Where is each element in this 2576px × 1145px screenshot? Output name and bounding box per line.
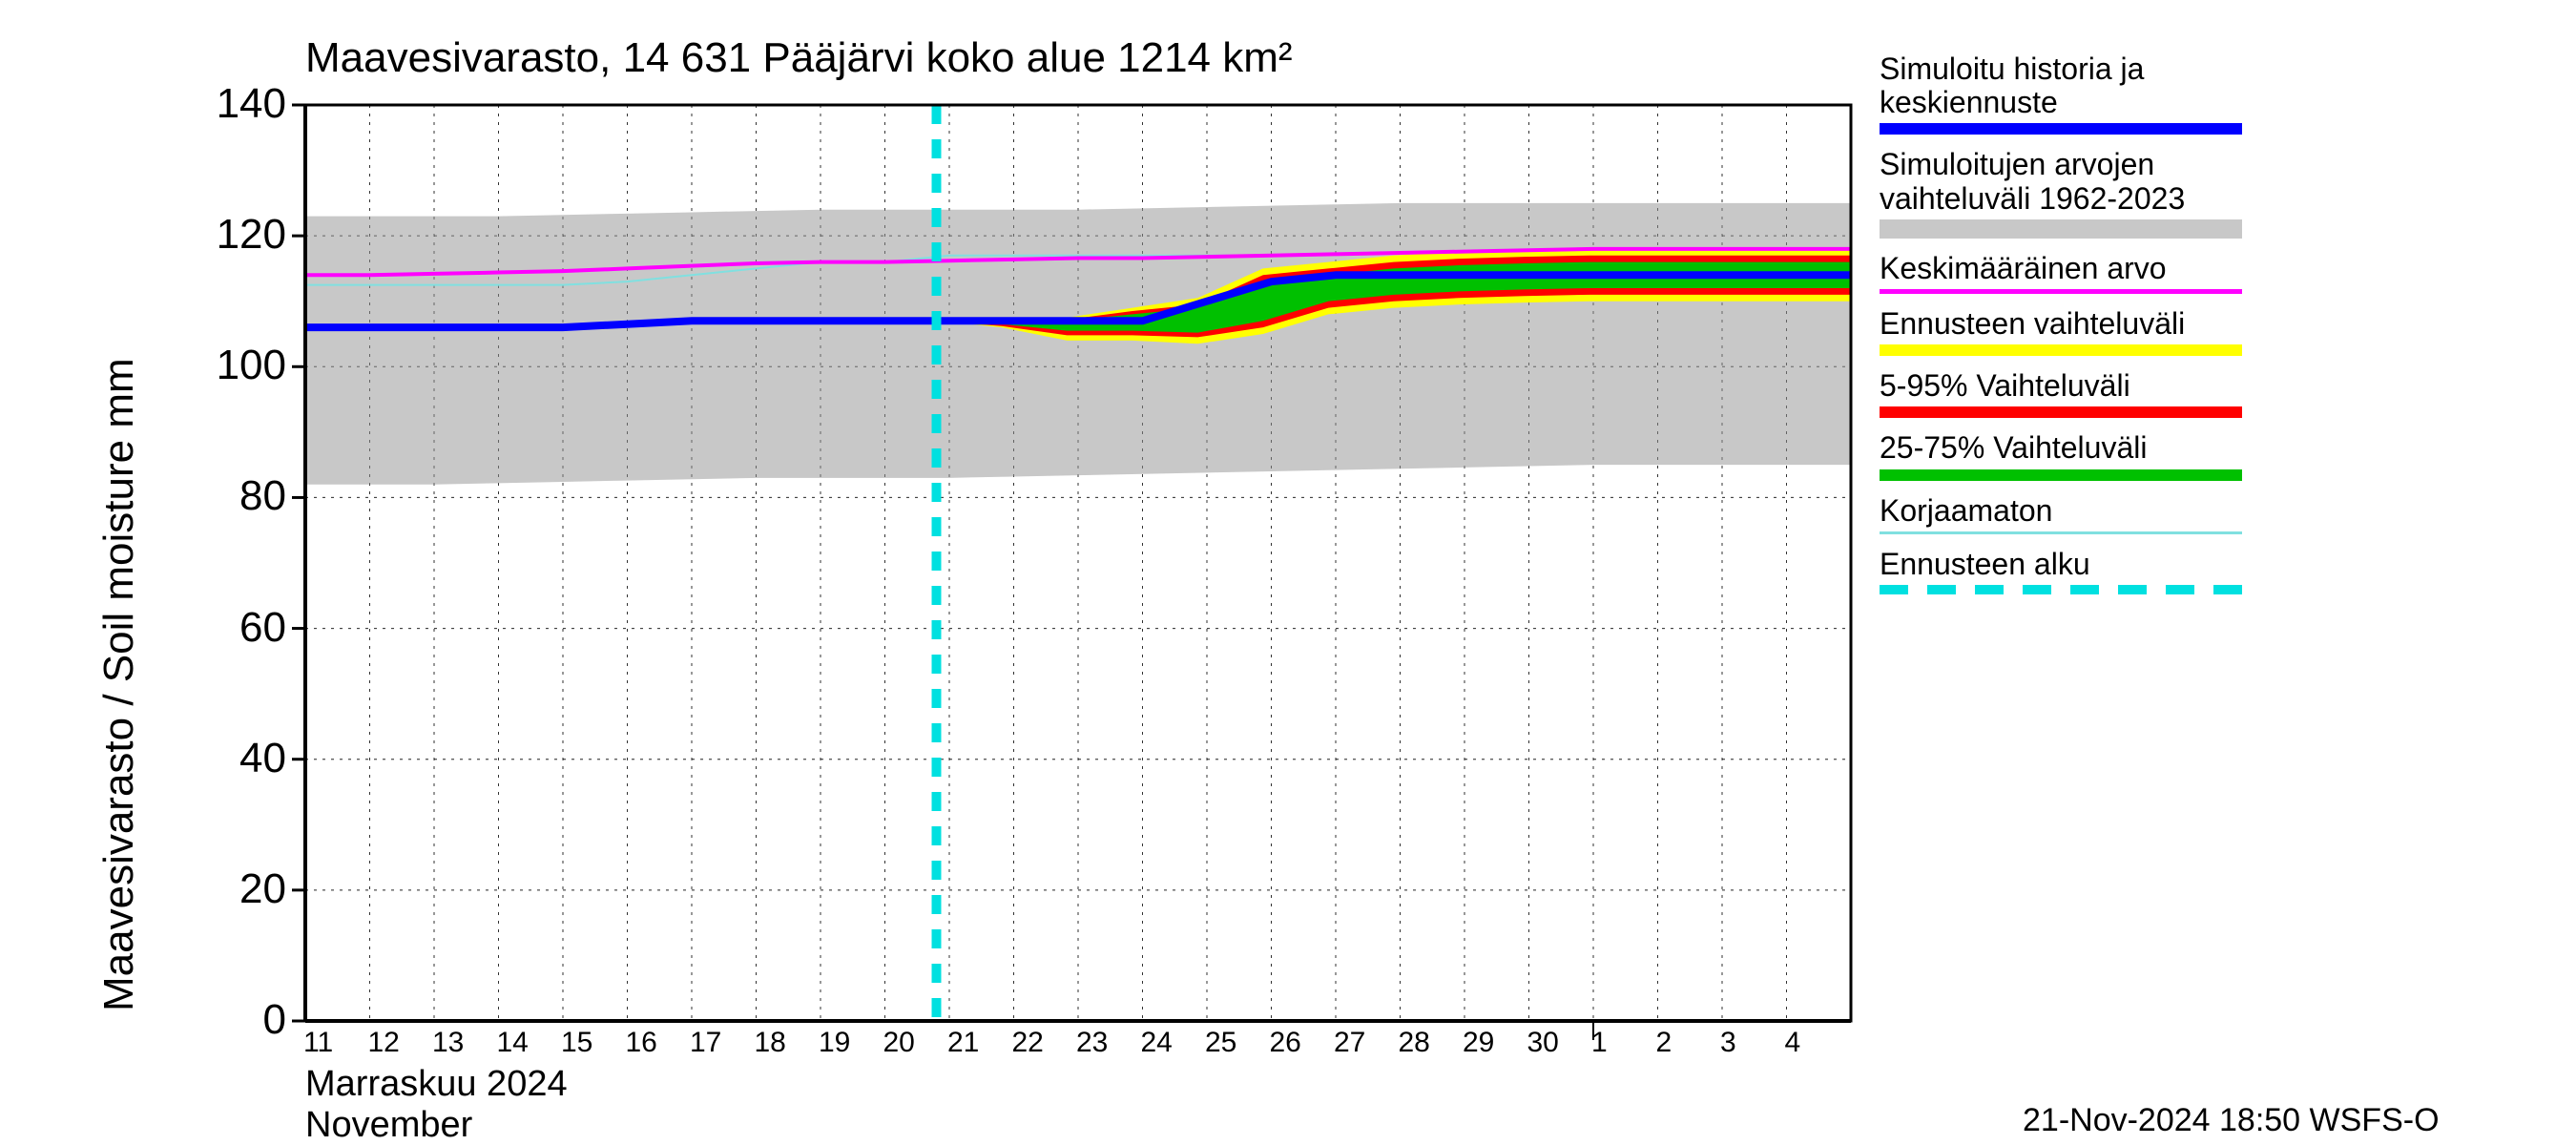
y-tick: 140 [181, 80, 286, 128]
legend-swatch [1880, 531, 2242, 534]
y-tick: 120 [181, 211, 286, 259]
legend-item: Simuloitujen arvojenvaihteluväli 1962-20… [1880, 148, 2242, 238]
x-tick: 22 [1012, 1027, 1050, 1059]
legend-label: Simuloitu historia jakeskiennuste [1880, 52, 2242, 119]
x-tick: 11 [303, 1027, 342, 1059]
legend-label: Ennusteen alku [1880, 548, 2242, 581]
legend-swatch [1880, 469, 2242, 481]
legend-label: 5-95% Vaihteluväli [1880, 369, 2242, 403]
x-tick: 21 [947, 1027, 986, 1059]
legend-swatch [1880, 123, 2242, 135]
legend: Simuloitu historia jakeskiennuste Simuloi… [1880, 52, 2242, 608]
legend-label: 25-75% Vaihteluväli [1880, 431, 2242, 465]
x-tick: 17 [690, 1027, 728, 1059]
legend-swatch [1880, 289, 2242, 294]
y-tick: 40 [181, 735, 286, 782]
x-tick: 23 [1076, 1027, 1114, 1059]
x-tick: 13 [432, 1027, 470, 1059]
x-tick: 30 [1527, 1027, 1566, 1059]
x-tick: 18 [755, 1027, 793, 1059]
legend-item: Keskimääräinen arvo [1880, 252, 2242, 294]
x-tick: 3 [1720, 1027, 1758, 1059]
x-axis-month-fi: Marraskuu 2024 [305, 1064, 568, 1105]
x-tick: 12 [368, 1027, 406, 1059]
legend-swatch [1880, 406, 2242, 418]
x-tick: 15 [561, 1027, 599, 1059]
legend-swatch [1880, 219, 2242, 239]
chart-title: Maavesivarasto, 14 631 Pääjärvi koko alu… [305, 34, 1293, 82]
y-tick: 100 [181, 342, 286, 389]
legend-item: 5-95% Vaihteluväli [1880, 369, 2242, 418]
y-tick: 60 [181, 604, 286, 652]
y-tick: 80 [181, 472, 286, 520]
legend-item: Korjaamaton [1880, 494, 2242, 534]
legend-item: Ennusteen vaihteluväli [1880, 307, 2242, 356]
legend-item: Ennusteen alku [1880, 548, 2242, 594]
x-tick: 25 [1205, 1027, 1243, 1059]
legend-label: Korjaamaton [1880, 494, 2242, 528]
y-tick: 0 [181, 996, 286, 1044]
legend-swatch [1880, 585, 2242, 594]
legend-label: Keskimääräinen arvo [1880, 252, 2242, 285]
legend-label: Simuloitujen arvojenvaihteluväli 1962-20… [1880, 148, 2242, 215]
legend-item: Simuloitu historia jakeskiennuste [1880, 52, 2242, 135]
x-tick: 4 [1785, 1027, 1823, 1059]
x-tick: 29 [1463, 1027, 1501, 1059]
x-tick: 27 [1334, 1027, 1372, 1059]
x-axis-month-en: November [305, 1105, 472, 1145]
legend-label: Ennusteen vaihteluväli [1880, 307, 2242, 341]
footer-timestamp: 21-Nov-2024 18:50 WSFS-O [2023, 1102, 2440, 1139]
legend-swatch [1880, 344, 2242, 356]
x-tick: 24 [1141, 1027, 1179, 1059]
x-tick: 14 [497, 1027, 535, 1059]
x-tick: 1 [1591, 1027, 1630, 1059]
legend-item: 25-75% Vaihteluväli [1880, 431, 2242, 480]
x-tick: 20 [883, 1027, 922, 1059]
chart-container: Maavesivarasto, 14 631 Pääjärvi koko alu… [0, 0, 2576, 1145]
y-axis-label: Maavesivarasto / Soil moisture mm [95, 358, 143, 1011]
x-tick: 16 [626, 1027, 664, 1059]
chart-plot [305, 105, 1851, 1021]
x-tick: 26 [1270, 1027, 1308, 1059]
y-tick: 20 [181, 865, 286, 913]
x-tick: 28 [1399, 1027, 1437, 1059]
x-tick: 19 [819, 1027, 857, 1059]
x-tick: 2 [1656, 1027, 1694, 1059]
